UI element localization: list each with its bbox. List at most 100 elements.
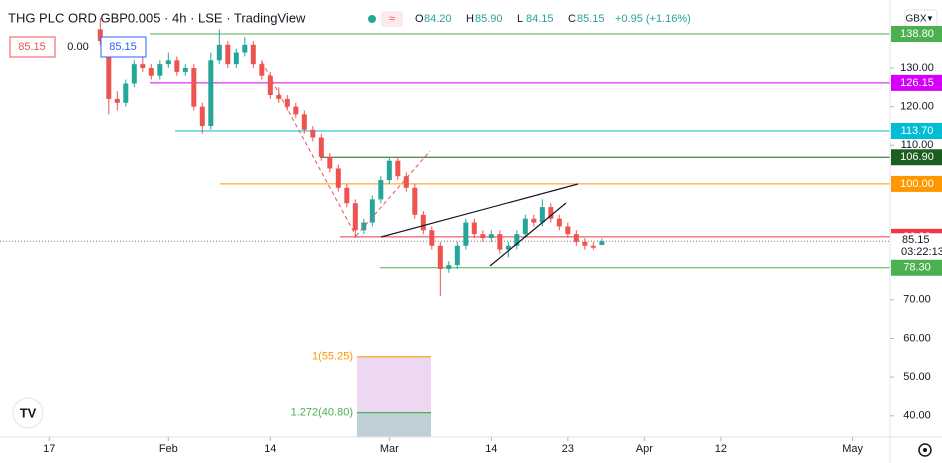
x-tick-label: Mar — [380, 443, 399, 455]
candle-body — [361, 222, 367, 231]
legend-key: H — [466, 13, 474, 25]
fib-zone — [357, 412, 431, 437]
legend-key: O — [415, 13, 424, 25]
dashed-line — [355, 150, 431, 237]
status-badge — [381, 11, 403, 27]
candle-body — [140, 64, 146, 69]
currency-label: GBX — [905, 14, 926, 25]
candle-body — [463, 222, 469, 246]
candle-body — [293, 106, 299, 115]
candle-body — [352, 203, 358, 231]
candle-body — [505, 245, 511, 250]
candle-body — [514, 234, 520, 246]
candle-body — [327, 156, 333, 169]
candle-body — [471, 222, 477, 235]
fib-label: 1(55.25) — [312, 351, 353, 363]
level-badge — [891, 259, 942, 276]
level-badge — [891, 26, 942, 43]
level-label: 100.00 — [900, 178, 934, 190]
level-badge — [891, 175, 942, 192]
candle-body — [106, 40, 112, 99]
trend-line — [380, 183, 579, 238]
dropdown-arrow: ▼ — [926, 14, 934, 23]
settings-icon[interactable] — [918, 443, 932, 457]
x-tick-label: Apr — [636, 443, 653, 455]
x-tick-label: 14 — [485, 443, 497, 455]
candle-body — [131, 64, 137, 84]
candle-body — [301, 114, 307, 130]
candle-body — [208, 60, 214, 126]
candle-body — [522, 218, 528, 235]
candle-body — [344, 187, 350, 204]
level-label: 78.30 — [903, 262, 931, 274]
candle-body — [590, 245, 596, 248]
candle-body — [233, 52, 239, 65]
candle-body — [284, 98, 290, 107]
fib-label: 1.272(40.80) — [291, 407, 353, 419]
candle-body — [114, 98, 120, 103]
y-tick-label: 40.00 — [903, 410, 931, 422]
candle-body — [148, 68, 154, 76]
candle-body — [157, 64, 163, 76]
y-tick-label: 120.00 — [900, 101, 934, 113]
legend-value: 84.20 — [424, 13, 452, 25]
trend-line — [489, 202, 567, 267]
candle-body — [318, 137, 324, 157]
candle-body — [480, 234, 486, 239]
x-tick-label: 17 — [43, 443, 55, 455]
svg-text:TV: TV — [20, 405, 37, 420]
candle-body — [599, 241, 605, 245]
x-tick-label: 14 — [264, 443, 276, 455]
candle-body — [582, 241, 588, 246]
candle-body — [276, 95, 282, 99]
candle-body — [335, 168, 341, 188]
ohlc-legend: O 84.20 H 85.90 L 84.15 C 85.15 +0.95 (+1.16%) — [415, 13, 691, 25]
current-price-badge — [891, 233, 942, 260]
status-icon: ≈ — [389, 13, 395, 25]
y-tick-label: 50.00 — [903, 371, 931, 383]
inputs: 85.15 0.00 85.15 — [9, 36, 147, 58]
legend-value: 85.15 — [577, 13, 605, 25]
y-tick-label: 110.00 — [901, 139, 934, 151]
candle-body — [369, 199, 375, 223]
candle-body — [97, 29, 103, 41]
x-tick-label: 23 — [562, 443, 574, 455]
drawings — [261, 61, 579, 267]
candle-body — [548, 207, 554, 219]
candle-body — [395, 160, 401, 177]
candle-body — [454, 245, 460, 266]
legend-key: L — [517, 13, 523, 25]
candle-body — [497, 234, 503, 250]
candle-body — [386, 160, 392, 181]
level-label: 126.15 — [900, 77, 934, 89]
candle-body — [437, 245, 443, 269]
candle-body — [259, 64, 265, 76]
legend-key: C — [568, 13, 576, 25]
countdown: 03:22:13 — [901, 246, 942, 258]
input-value: 85.15 — [18, 41, 46, 53]
candle-body — [573, 234, 579, 242]
candle-body — [403, 176, 409, 188]
level-badge — [891, 122, 942, 139]
legend-change: +0.95 (+1.16%) — [615, 13, 691, 25]
level-label: 106.90 — [900, 151, 934, 163]
candle-body — [250, 44, 256, 65]
candle-body — [412, 187, 418, 215]
dashed-line — [261, 61, 357, 237]
candle-body — [216, 44, 222, 61]
candle-body — [199, 106, 205, 126]
level-badge — [891, 74, 942, 91]
candle-body — [165, 60, 171, 65]
x-tick-label: May — [842, 443, 863, 455]
chart-title: THG PLC ORD GBP0.005 · 4h · LSE · Tradin… — [8, 10, 306, 25]
candle-body — [123, 83, 129, 103]
x-tick-label: 12 — [715, 443, 727, 455]
candle-body — [182, 68, 188, 72]
candle-body — [429, 230, 435, 246]
candle-body — [565, 226, 571, 235]
input-value: 85.15 — [109, 41, 137, 53]
y-tick-label: 60.00 — [903, 332, 931, 344]
candle-body — [556, 218, 562, 227]
